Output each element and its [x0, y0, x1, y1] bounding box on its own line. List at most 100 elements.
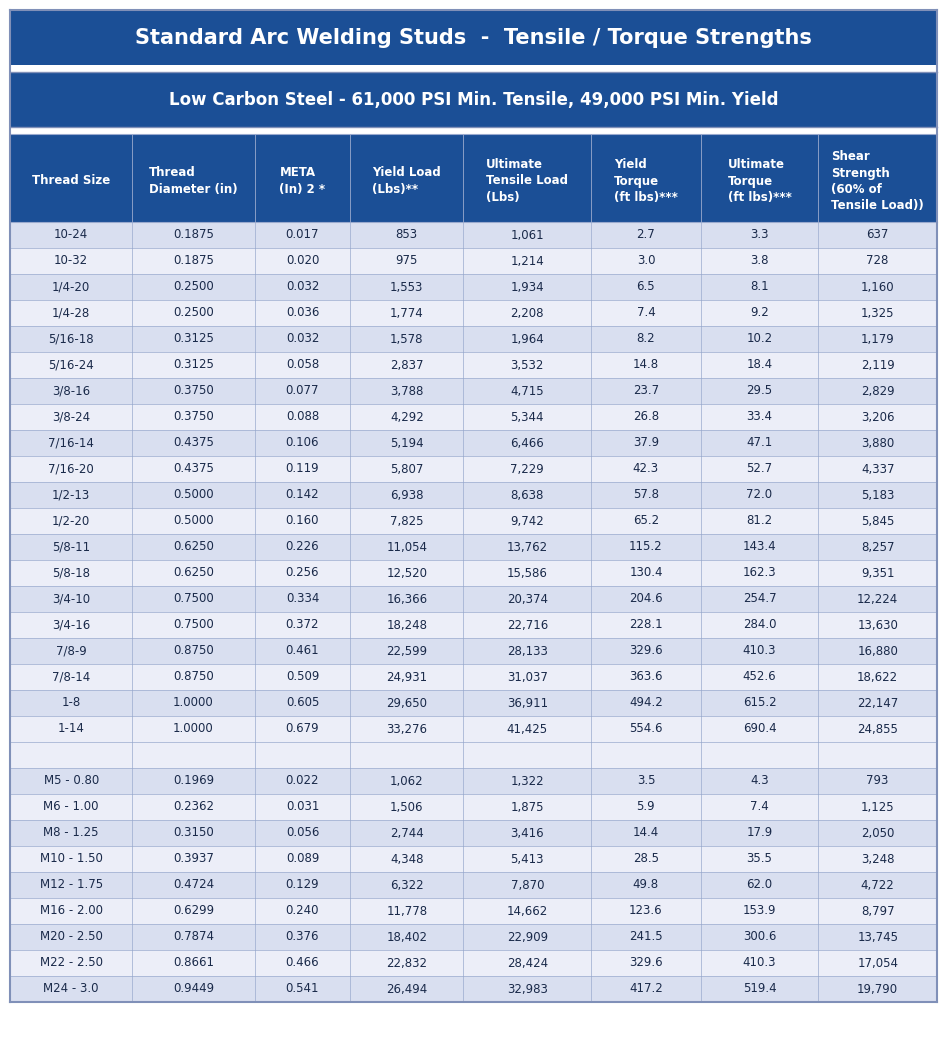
Text: 12,224: 12,224 — [857, 592, 899, 606]
Bar — [10, 378, 937, 403]
Text: 2,208: 2,208 — [510, 306, 544, 320]
Text: 9.2: 9.2 — [750, 306, 769, 320]
Text: 0.3750: 0.3750 — [173, 411, 214, 423]
Text: 0.3125: 0.3125 — [173, 332, 214, 346]
Text: 1/4-20: 1/4-20 — [52, 281, 90, 293]
Text: M10 - 1.50: M10 - 1.50 — [40, 852, 102, 866]
Text: 0.056: 0.056 — [286, 827, 319, 839]
Text: 0.3150: 0.3150 — [173, 827, 214, 839]
Text: 3.8: 3.8 — [750, 255, 769, 267]
Text: 300.6: 300.6 — [742, 931, 777, 943]
Text: 5,845: 5,845 — [861, 515, 894, 527]
Text: 41,425: 41,425 — [507, 722, 547, 736]
Text: 6,938: 6,938 — [390, 488, 423, 502]
Text: 153.9: 153.9 — [742, 904, 777, 917]
Text: 3,788: 3,788 — [390, 385, 423, 397]
Text: 29.5: 29.5 — [746, 385, 773, 397]
Text: M8 - 1.25: M8 - 1.25 — [44, 827, 98, 839]
Bar — [10, 430, 937, 456]
Bar — [10, 768, 937, 794]
Text: 0.541: 0.541 — [286, 983, 319, 996]
Text: 22,599: 22,599 — [386, 645, 427, 657]
Text: 0.605: 0.605 — [286, 697, 319, 709]
Text: 0.334: 0.334 — [286, 592, 319, 606]
Text: 115.2: 115.2 — [629, 541, 663, 553]
Bar — [10, 690, 937, 716]
Text: 0.4375: 0.4375 — [173, 462, 214, 476]
Text: 0.2500: 0.2500 — [173, 306, 214, 320]
Text: 7.4: 7.4 — [750, 801, 769, 813]
Text: 793: 793 — [867, 774, 889, 787]
Text: M12 - 1.75: M12 - 1.75 — [40, 878, 102, 892]
Bar — [10, 638, 937, 664]
Bar — [10, 300, 937, 326]
Text: 0.240: 0.240 — [286, 904, 319, 917]
Text: 410.3: 410.3 — [742, 957, 777, 969]
Text: 1,774: 1,774 — [390, 306, 423, 320]
Text: 3/8-24: 3/8-24 — [52, 411, 90, 423]
Bar — [10, 352, 937, 378]
Text: M22 - 2.50: M22 - 2.50 — [40, 957, 102, 969]
Text: 0.1969: 0.1969 — [173, 774, 214, 787]
Text: 3,880: 3,880 — [861, 437, 894, 450]
Text: 8,257: 8,257 — [861, 541, 894, 553]
Text: 0.142: 0.142 — [286, 488, 319, 502]
Text: 1,578: 1,578 — [390, 332, 423, 346]
Bar — [10, 924, 937, 949]
Text: 494.2: 494.2 — [629, 697, 663, 709]
Text: 1-8: 1-8 — [62, 697, 80, 709]
Bar — [10, 222, 937, 248]
Text: 410.3: 410.3 — [742, 645, 777, 657]
Bar — [10, 872, 937, 898]
Text: 5/8-11: 5/8-11 — [52, 541, 90, 553]
Text: 5,413: 5,413 — [510, 852, 544, 866]
Text: 5,344: 5,344 — [510, 411, 544, 423]
Text: 31,037: 31,037 — [507, 671, 547, 683]
Text: 728: 728 — [867, 255, 889, 267]
Text: 0.256: 0.256 — [286, 567, 319, 580]
Text: 0.3125: 0.3125 — [173, 358, 214, 371]
Text: 22,147: 22,147 — [857, 697, 899, 709]
Text: 0.1875: 0.1875 — [173, 255, 214, 267]
Text: 8.1: 8.1 — [750, 281, 769, 293]
Text: 143.4: 143.4 — [742, 541, 777, 553]
Text: 637: 637 — [867, 228, 889, 241]
Text: 7,229: 7,229 — [510, 462, 545, 476]
Text: 2,119: 2,119 — [861, 358, 895, 371]
Text: 26,494: 26,494 — [386, 983, 427, 996]
Text: 0.106: 0.106 — [286, 437, 319, 450]
Text: 28,424: 28,424 — [507, 957, 547, 969]
Text: 8,797: 8,797 — [861, 904, 895, 917]
Text: 0.1875: 0.1875 — [173, 228, 214, 241]
Text: 0.7874: 0.7874 — [173, 931, 214, 943]
Text: 0.8750: 0.8750 — [173, 671, 214, 683]
Text: 0.160: 0.160 — [286, 515, 319, 527]
Text: 3,248: 3,248 — [861, 852, 894, 866]
Text: 22,909: 22,909 — [507, 931, 547, 943]
Text: 52.7: 52.7 — [746, 462, 773, 476]
Text: 975: 975 — [396, 255, 418, 267]
Text: 690.4: 690.4 — [742, 722, 777, 736]
Text: 47.1: 47.1 — [746, 437, 773, 450]
Text: 2.7: 2.7 — [636, 228, 655, 241]
Text: Low Carbon Steel - 61,000 PSI Min. Tensile, 49,000 PSI Min. Yield: Low Carbon Steel - 61,000 PSI Min. Tensi… — [169, 90, 778, 109]
Text: 0.8661: 0.8661 — [173, 957, 214, 969]
Text: 329.6: 329.6 — [629, 957, 663, 969]
Text: 2,744: 2,744 — [390, 827, 423, 839]
Text: 1,160: 1,160 — [861, 281, 895, 293]
Text: 0.461: 0.461 — [286, 645, 319, 657]
Text: 9,351: 9,351 — [861, 567, 894, 580]
Text: Ultimate
Torque
(ft lbs)***: Ultimate Torque (ft lbs)*** — [727, 158, 792, 203]
Text: 13,745: 13,745 — [857, 931, 898, 943]
Text: 6,466: 6,466 — [510, 437, 545, 450]
Text: 8,638: 8,638 — [510, 488, 544, 502]
Text: 72.0: 72.0 — [746, 488, 773, 502]
Text: 0.3750: 0.3750 — [173, 385, 214, 397]
Text: Thread Size: Thread Size — [32, 175, 110, 188]
Text: 18,402: 18,402 — [386, 931, 427, 943]
Text: 228.1: 228.1 — [629, 618, 663, 632]
Text: 3/8-16: 3/8-16 — [52, 385, 90, 397]
Text: 24,855: 24,855 — [857, 722, 898, 736]
Text: 10-32: 10-32 — [54, 255, 88, 267]
Text: 0.6250: 0.6250 — [173, 541, 214, 553]
